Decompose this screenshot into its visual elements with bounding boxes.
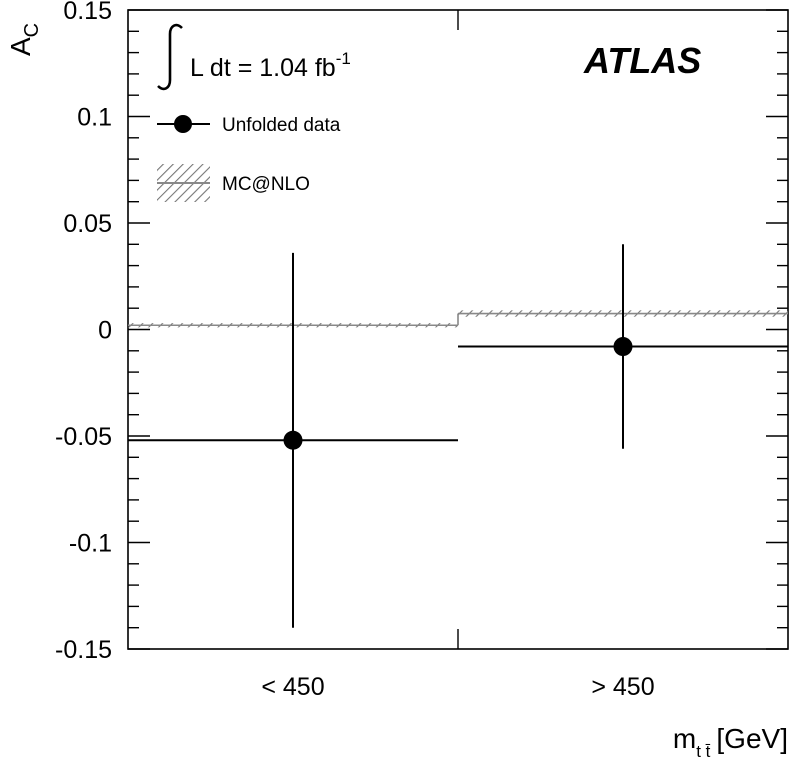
legend-label-data: Unfolded data	[222, 115, 341, 136]
x-axis-title-sub: t t̄	[696, 742, 711, 761]
legend-label-mc: MC@NLO	[222, 174, 310, 195]
svg-text:mt t̄[GeV]: mt t̄ [GeV]	[673, 723, 788, 761]
x-axis-title-unit: [GeV]	[716, 723, 788, 754]
unfolded-data-series	[128, 244, 788, 628]
y-axis-title: AC	[5, 23, 43, 56]
luminosity-label: L dt = 1.04 fb-1	[157, 23, 351, 91]
legend-item-data: Unfolded data	[157, 115, 341, 136]
legend: Unfolded data MC@NLO	[157, 115, 341, 202]
svg-text:AC: AC	[5, 23, 43, 56]
y-tick-label: 0	[98, 317, 112, 345]
y-tick-label: -0.15	[55, 636, 112, 664]
luminosity-superscript: -1	[336, 49, 351, 68]
integral-sign-icon	[157, 23, 183, 91]
x-axis-title: mt t̄ [GeV]	[673, 723, 788, 761]
atlas-label: ATLAS	[583, 40, 701, 81]
plot-frame	[127, 9, 789, 650]
legend-item-mc: MC@NLO	[157, 164, 310, 202]
luminosity-text: L dt = 1.04 fb	[190, 54, 336, 82]
y-tick-label: 0.15	[63, 0, 112, 25]
x-tick-label: < 450	[261, 673, 324, 701]
y-tick-label: -0.05	[55, 423, 112, 451]
x-axis-title-main: m	[673, 723, 696, 754]
x-tick-label: > 450	[591, 673, 654, 701]
y-tick-label: -0.1	[69, 530, 112, 558]
mc-nlo-band	[128, 310, 788, 328]
data-point	[283, 430, 303, 450]
y-axis-title-main: A	[5, 37, 36, 56]
data-point	[613, 337, 633, 357]
y-axis-title-sub: C	[21, 23, 43, 37]
y-tick-label: 0.1	[77, 104, 112, 132]
y-axis-ticks	[128, 9, 788, 650]
svg-text:L dt = 1.04 fb-1: L dt = 1.04 fb-1	[190, 49, 351, 82]
y-axis-tick-labels: -0.15 -0.1 -0.05 0 0.05 0.1 0.15	[55, 0, 112, 664]
x-axis-tick-labels: < 450 > 450	[261, 673, 654, 701]
y-tick-label: 0.05	[63, 210, 112, 238]
